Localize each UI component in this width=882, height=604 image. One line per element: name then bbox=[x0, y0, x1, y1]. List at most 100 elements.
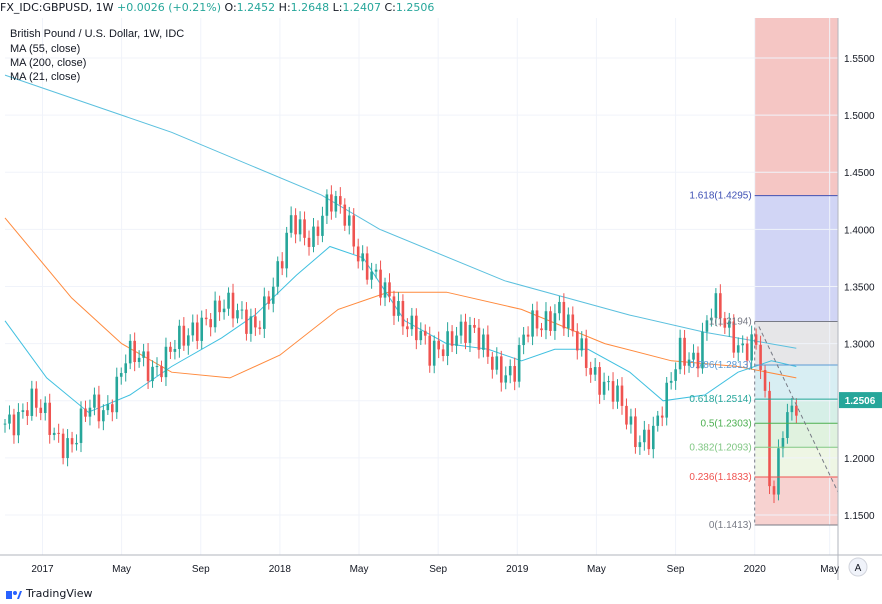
time-tick-label[interactable]: May bbox=[820, 564, 839, 575]
candle-body[interactable] bbox=[651, 425, 655, 450]
candle-body[interactable] bbox=[629, 416, 633, 425]
candle-body[interactable] bbox=[419, 330, 423, 341]
candle-body[interactable] bbox=[361, 253, 364, 262]
candle-body[interactable] bbox=[562, 301, 566, 329]
candle-body[interactable] bbox=[410, 315, 414, 330]
candle-body[interactable] bbox=[70, 438, 74, 445]
candle-body[interactable] bbox=[678, 337, 682, 370]
candle-body[interactable] bbox=[258, 327, 262, 329]
legend-ma21[interactable]: MA (21, close) bbox=[10, 71, 80, 83]
candle-body[interactable] bbox=[620, 385, 624, 406]
auto-scale-button[interactable]: A bbox=[848, 557, 868, 577]
candle-body[interactable] bbox=[102, 410, 105, 422]
candle-body[interactable] bbox=[522, 334, 525, 346]
candle-body[interactable] bbox=[504, 375, 508, 383]
price-tick-label[interactable]: 1.5500 bbox=[844, 54, 875, 65]
candle-body[interactable] bbox=[432, 340, 436, 366]
candle-body[interactable] bbox=[240, 309, 244, 311]
time-tick-label[interactable]: 2020 bbox=[744, 564, 767, 575]
candle-body[interactable] bbox=[455, 335, 458, 346]
candle-body[interactable] bbox=[428, 335, 432, 366]
candle-body[interactable] bbox=[303, 219, 306, 238]
candle-body[interactable] bbox=[723, 318, 727, 328]
legend-ma200[interactable]: MA (200, close) bbox=[10, 57, 86, 69]
candle-body[interactable] bbox=[643, 429, 646, 443]
candle-body[interactable] bbox=[441, 349, 445, 357]
time-tick-label[interactable]: May bbox=[587, 564, 606, 575]
candle-body[interactable] bbox=[567, 314, 570, 329]
candle-body[interactable] bbox=[34, 388, 38, 408]
candle-body[interactable] bbox=[352, 215, 356, 247]
candle-body[interactable] bbox=[638, 442, 642, 448]
candle-body[interactable] bbox=[468, 324, 472, 343]
price-tick-label[interactable]: 1.5000 bbox=[844, 111, 875, 122]
time-tick-label[interactable]: 2018 bbox=[269, 564, 292, 575]
candle-body[interactable] bbox=[759, 344, 762, 370]
candle-body[interactable] bbox=[491, 356, 494, 370]
candle-body[interactable] bbox=[634, 416, 637, 448]
candle-body[interactable] bbox=[415, 315, 418, 341]
symbol-name[interactable]: FX_IDC:GBPUSD, 1W bbox=[0, 1, 114, 14]
candle-body[interactable] bbox=[437, 340, 440, 350]
tradingview-footer[interactable]: TradingView bbox=[6, 586, 92, 602]
candle-body[interactable] bbox=[696, 352, 700, 369]
candle-body[interactable] bbox=[151, 366, 154, 382]
candle-body[interactable] bbox=[26, 410, 29, 416]
candle-body[interactable] bbox=[316, 226, 320, 236]
candle-body[interactable] bbox=[397, 301, 400, 316]
candle-body[interactable] bbox=[786, 412, 789, 439]
candle-body[interactable] bbox=[93, 394, 96, 408]
price-tick-label[interactable]: 1.4500 bbox=[844, 168, 875, 179]
candle-body[interactable] bbox=[727, 321, 731, 328]
candle-body[interactable] bbox=[370, 271, 373, 280]
price-tick-label[interactable]: 1.3000 bbox=[844, 340, 875, 351]
candle-body[interactable] bbox=[795, 405, 798, 416]
fib-projection-line[interactable] bbox=[758, 326, 839, 493]
candle-body[interactable] bbox=[549, 311, 552, 331]
candle-body[interactable] bbox=[12, 414, 16, 436]
candle-body[interactable] bbox=[406, 326, 409, 330]
candle-body[interactable] bbox=[589, 367, 592, 375]
candle-body[interactable] bbox=[535, 310, 539, 329]
candle-body[interactable] bbox=[330, 194, 333, 212]
candle-body[interactable] bbox=[39, 407, 43, 414]
candle-body[interactable] bbox=[571, 314, 575, 332]
candle-body[interactable] bbox=[656, 415, 660, 426]
price-axis[interactable]: 1.15001.20001.25001.30001.35001.40001.45… bbox=[844, 54, 875, 522]
fib-level-label[interactable]: 0.786(1.2813) bbox=[689, 360, 751, 371]
candle-body[interactable] bbox=[160, 366, 163, 378]
candle-body[interactable] bbox=[61, 433, 65, 459]
candle-body[interactable] bbox=[48, 402, 52, 435]
candle-body[interactable] bbox=[169, 346, 172, 352]
candle-body[interactable] bbox=[687, 359, 691, 366]
candle-body[interactable] bbox=[526, 334, 530, 337]
candle-body[interactable] bbox=[312, 226, 315, 247]
candle-body[interactable] bbox=[294, 215, 297, 235]
candle-body[interactable] bbox=[334, 196, 338, 212]
candle-body[interactable] bbox=[741, 343, 744, 346]
candle-body[interactable] bbox=[43, 402, 47, 414]
candle-body[interactable] bbox=[750, 334, 753, 361]
price-tick-label[interactable]: 1.2000 bbox=[844, 454, 875, 465]
candle-body[interactable] bbox=[231, 292, 235, 319]
candle-body[interactable] bbox=[66, 438, 69, 459]
candle-body[interactable] bbox=[356, 246, 360, 262]
candle-body[interactable] bbox=[57, 432, 60, 434]
candle-body[interactable] bbox=[155, 366, 159, 368]
candle-body[interactable] bbox=[347, 215, 351, 226]
candle-body[interactable] bbox=[790, 405, 794, 413]
candle-body[interactable] bbox=[669, 380, 673, 383]
candle-body[interactable] bbox=[142, 351, 145, 358]
candle-body[interactable] bbox=[187, 335, 190, 346]
candle-body[interactable] bbox=[495, 356, 499, 370]
candle-body[interactable] bbox=[267, 296, 271, 304]
candle-body[interactable] bbox=[343, 204, 347, 226]
candle-body[interactable] bbox=[307, 237, 311, 247]
candle-body[interactable] bbox=[598, 367, 601, 395]
candle-body[interactable] bbox=[52, 432, 56, 435]
candle-body[interactable] bbox=[602, 381, 606, 395]
time-tick-label[interactable]: 2019 bbox=[506, 564, 529, 575]
candle-body[interactable] bbox=[745, 343, 749, 361]
candle-body[interactable] bbox=[692, 352, 695, 360]
candle-body[interactable] bbox=[611, 381, 615, 402]
